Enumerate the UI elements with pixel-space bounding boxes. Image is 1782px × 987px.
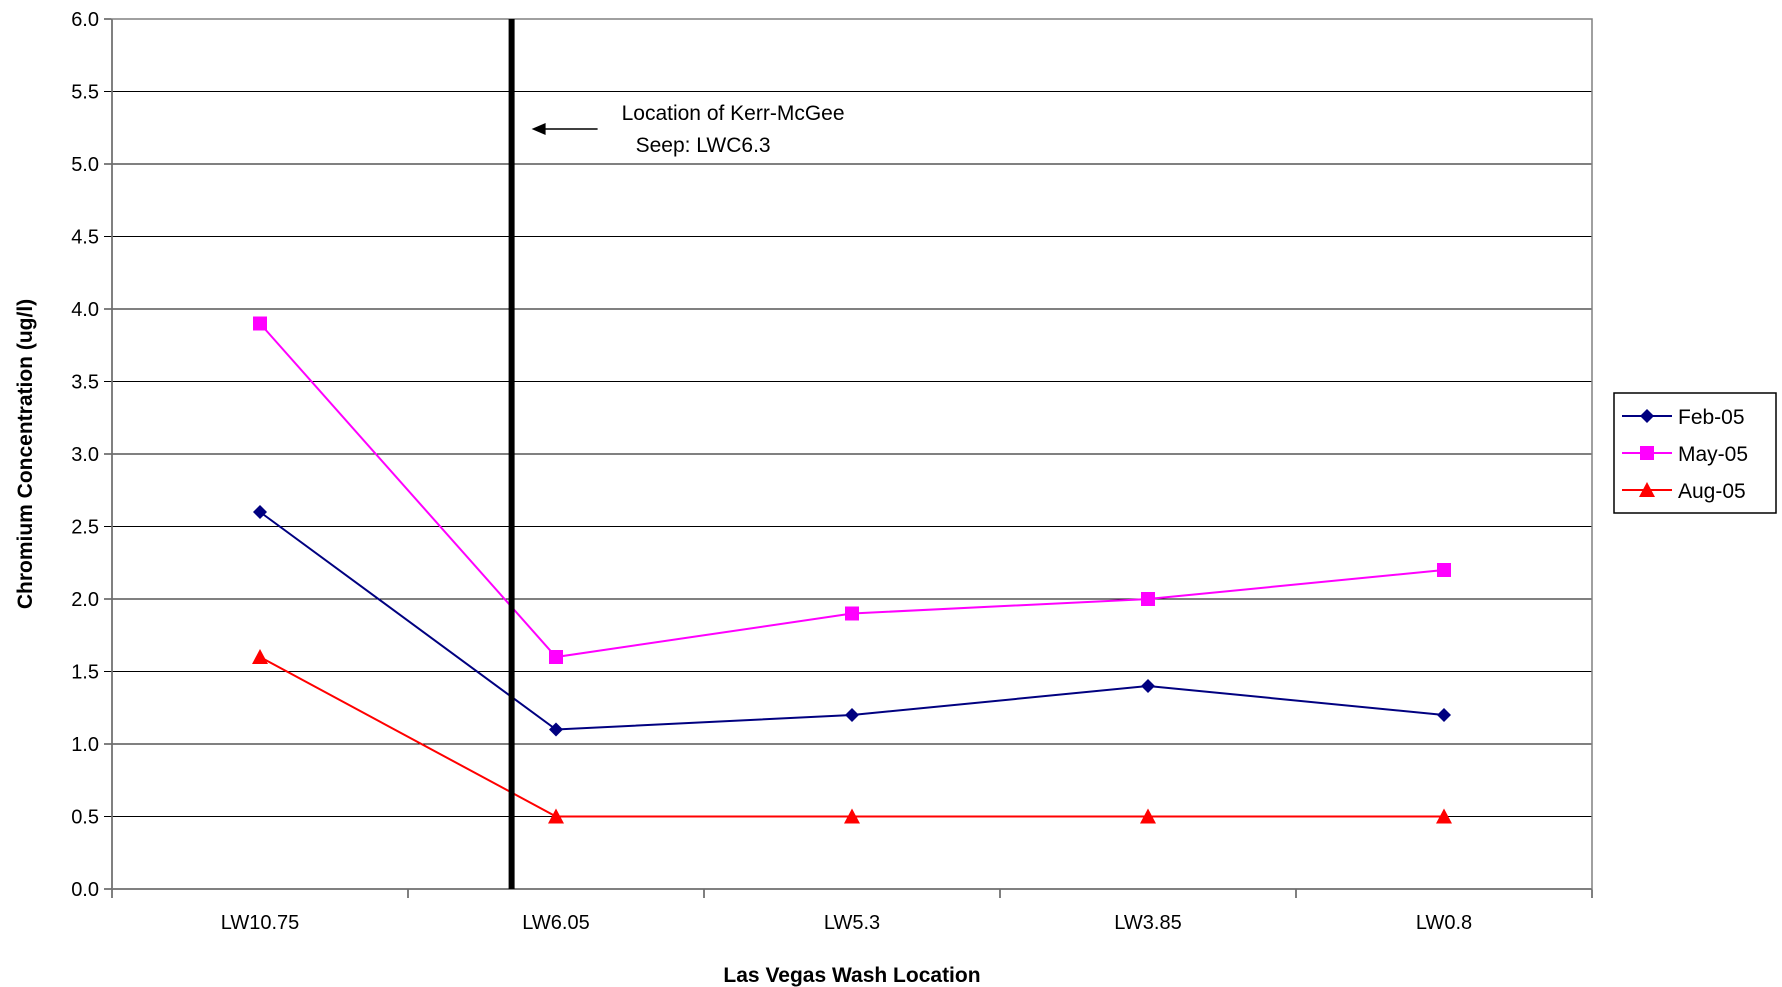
data-point (549, 722, 563, 737)
series-line (259, 511, 1445, 731)
data-point (253, 316, 267, 331)
y-tick-label: 5.0 (71, 154, 99, 176)
annotation-arrowhead (531, 123, 546, 135)
data-point (548, 808, 564, 824)
legend-marker (1639, 482, 1655, 497)
legend-marker (1640, 446, 1654, 460)
data-point (253, 505, 267, 519)
annotation-text-line-2: Seep: LWC6.3 (636, 134, 771, 157)
y-tick-label: 6.0 (71, 9, 99, 31)
data-point (845, 708, 859, 722)
data-point (1437, 563, 1451, 577)
legend-item-aug-05: Aug-05 (1622, 480, 1746, 503)
y-tick-label: 5.5 (71, 82, 99, 104)
y-tick-label: 1.5 (71, 662, 99, 684)
y-tick-label: 3.5 (71, 372, 99, 394)
legend-label: May-05 (1678, 443, 1748, 466)
annotation-text-line-1: Location of Kerr-McGee (622, 102, 845, 125)
y-tick-label: 4.0 (71, 299, 99, 321)
plot-area-border (111, 18, 1593, 890)
x-tick-label: LW0.8 (1416, 912, 1472, 934)
data-point (1436, 808, 1452, 824)
y-tick-label: 0.0 (71, 879, 99, 901)
data-point (549, 650, 563, 664)
y-axis-ticks: 0.0 0.5 1.0 1.5 2.0 2.5 3.0 3.5 4.0 4.5 5.0 5.5 6.0 (71, 9, 1592, 901)
y-tick-label: 3.0 (71, 444, 99, 466)
data-point (1141, 592, 1155, 606)
y-tick-label: 4.5 (71, 227, 99, 249)
series-aug-05 (252, 649, 1452, 824)
data-point (844, 808, 860, 824)
data-point (252, 649, 268, 664)
series-may-05 (253, 316, 1451, 664)
legend-label: Aug-05 (1678, 480, 1746, 503)
legend-marker (1640, 409, 1654, 423)
legend: Feb-05 May-05 Aug-05 (1613, 392, 1777, 514)
seep-annotation: Location of Kerr-McGee Seep: LWC6.3 (531, 102, 845, 157)
gridlines (112, 91, 1592, 817)
series-line (259, 656, 1444, 818)
legend-item-feb-05: Feb-05 (1622, 406, 1745, 429)
data-point (1141, 679, 1155, 693)
y-tick-label: 0.5 (71, 807, 99, 829)
x-axis-ticks: LW10.75 LW6.05 LW5.3 LW3.85 LW0.8 (111, 889, 1593, 934)
series-feb-05 (253, 505, 1451, 737)
y-tick-label: 2.0 (71, 589, 99, 611)
x-tick-label: LW3.85 (1114, 912, 1181, 934)
y-tick-label: 2.5 (71, 517, 99, 539)
legend-item-may-05: May-05 (1622, 443, 1748, 466)
legend-label: Feb-05 (1678, 406, 1745, 429)
x-tick-label: LW5.3 (824, 912, 880, 934)
x-tick-label: LW6.05 (522, 912, 589, 934)
data-point (1140, 808, 1156, 824)
x-axis-title: Las Vegas Wash Location (723, 964, 980, 987)
data-point (845, 606, 859, 621)
y-axis-title: Chromium Concentration (ug/l) (14, 299, 37, 609)
y-tick-label: 1.0 (71, 734, 99, 756)
x-tick-label: LW10.75 (221, 912, 300, 934)
data-point (1437, 708, 1451, 722)
series-layer (252, 316, 1452, 824)
